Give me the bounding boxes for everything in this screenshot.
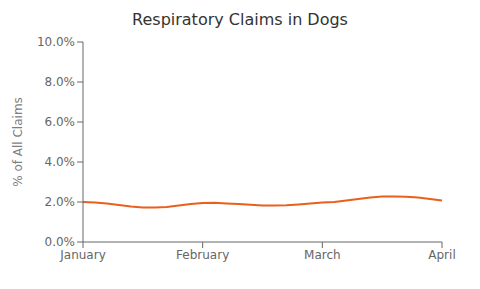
svg-text:10.0%: 10.0%	[37, 35, 75, 49]
html-text:Respiratory Claims in Dogs: Respiratory Claims in Dogs	[132, 10, 348, 29]
svg-text:0.0%: 0.0%	[45, 235, 76, 249]
svg-text:January: January	[59, 248, 106, 262]
svg-text:2.0%: 2.0%	[45, 195, 76, 209]
svg-text:February: February	[176, 248, 229, 262]
svg-text:6.0%: 6.0%	[45, 115, 76, 129]
svg-text:April: April	[428, 248, 455, 262]
svg-text:4.0%: 4.0%	[45, 155, 76, 169]
svg-text:March: March	[304, 248, 341, 262]
svg-text:% of All Claims: % of All Claims	[11, 97, 25, 187]
svg-text:8.0%: 8.0%	[45, 75, 76, 89]
